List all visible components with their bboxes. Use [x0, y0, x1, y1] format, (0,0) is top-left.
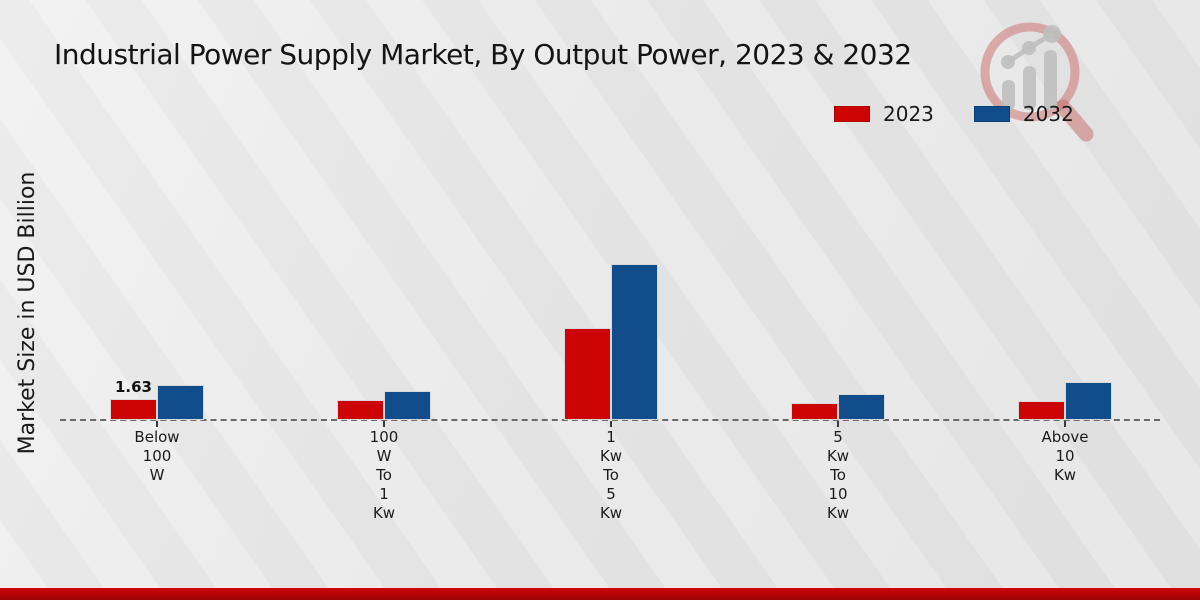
bar-2023-above-10-kw	[1018, 401, 1065, 420]
legend: 2023 2032	[834, 102, 1074, 126]
footer-accent-bar	[0, 588, 1200, 600]
axis-tick-1-kw-to-5-kw	[610, 421, 612, 427]
category-label-below-100-w: Below 100 W	[134, 428, 180, 484]
legend-label-2032: 2032	[1022, 102, 1074, 126]
bar-2023-1-kw-to-5-kw	[564, 328, 611, 420]
legend-swatch-2023	[834, 106, 870, 122]
legend-item-2023: 2023	[834, 102, 934, 126]
category-label-1-kw-to-5-kw: 1 Kw To 5 Kw	[599, 428, 623, 522]
axis-tick-below-100-w	[156, 421, 158, 427]
bar-2032-100-w-to-1-kw	[384, 391, 431, 420]
bar-2032-above-10-kw	[1065, 382, 1112, 420]
market-research-magnifier-logo-icon	[980, 22, 1094, 142]
bar-2023-5-kw-to-10-kw	[791, 403, 838, 420]
axis-tick-100-w-to-1-kw	[383, 421, 385, 427]
bar-2032-1-kw-to-5-kw	[611, 264, 658, 420]
legend-item-2032: 2032	[973, 102, 1074, 126]
legend-swatch-2032	[973, 106, 1010, 122]
bar-2032-below-100-w	[157, 385, 204, 420]
bar-value-label: 1.63	[114, 378, 152, 396]
category-label-5-kw-to-10-kw: 5 Kw To 10 Kw	[826, 428, 850, 522]
legend-label-2023: 2023	[883, 102, 934, 126]
x-axis-dashed-line	[60, 419, 1160, 421]
axis-tick-5-kw-to-10-kw	[837, 421, 839, 427]
category-label-100-w-to-1-kw: 100 W To 1 Kw	[369, 428, 399, 522]
bar-2023-below-100-w	[110, 399, 157, 420]
chart-title: Industrial Power Supply Market, By Outpu…	[54, 38, 912, 71]
category-label-above-10-kw: Above 10 Kw	[1041, 428, 1089, 484]
bar-2023-100-w-to-1-kw	[337, 400, 384, 420]
bar-2032-5-kw-to-10-kw	[838, 394, 885, 420]
axis-tick-above-10-kw	[1064, 421, 1066, 427]
